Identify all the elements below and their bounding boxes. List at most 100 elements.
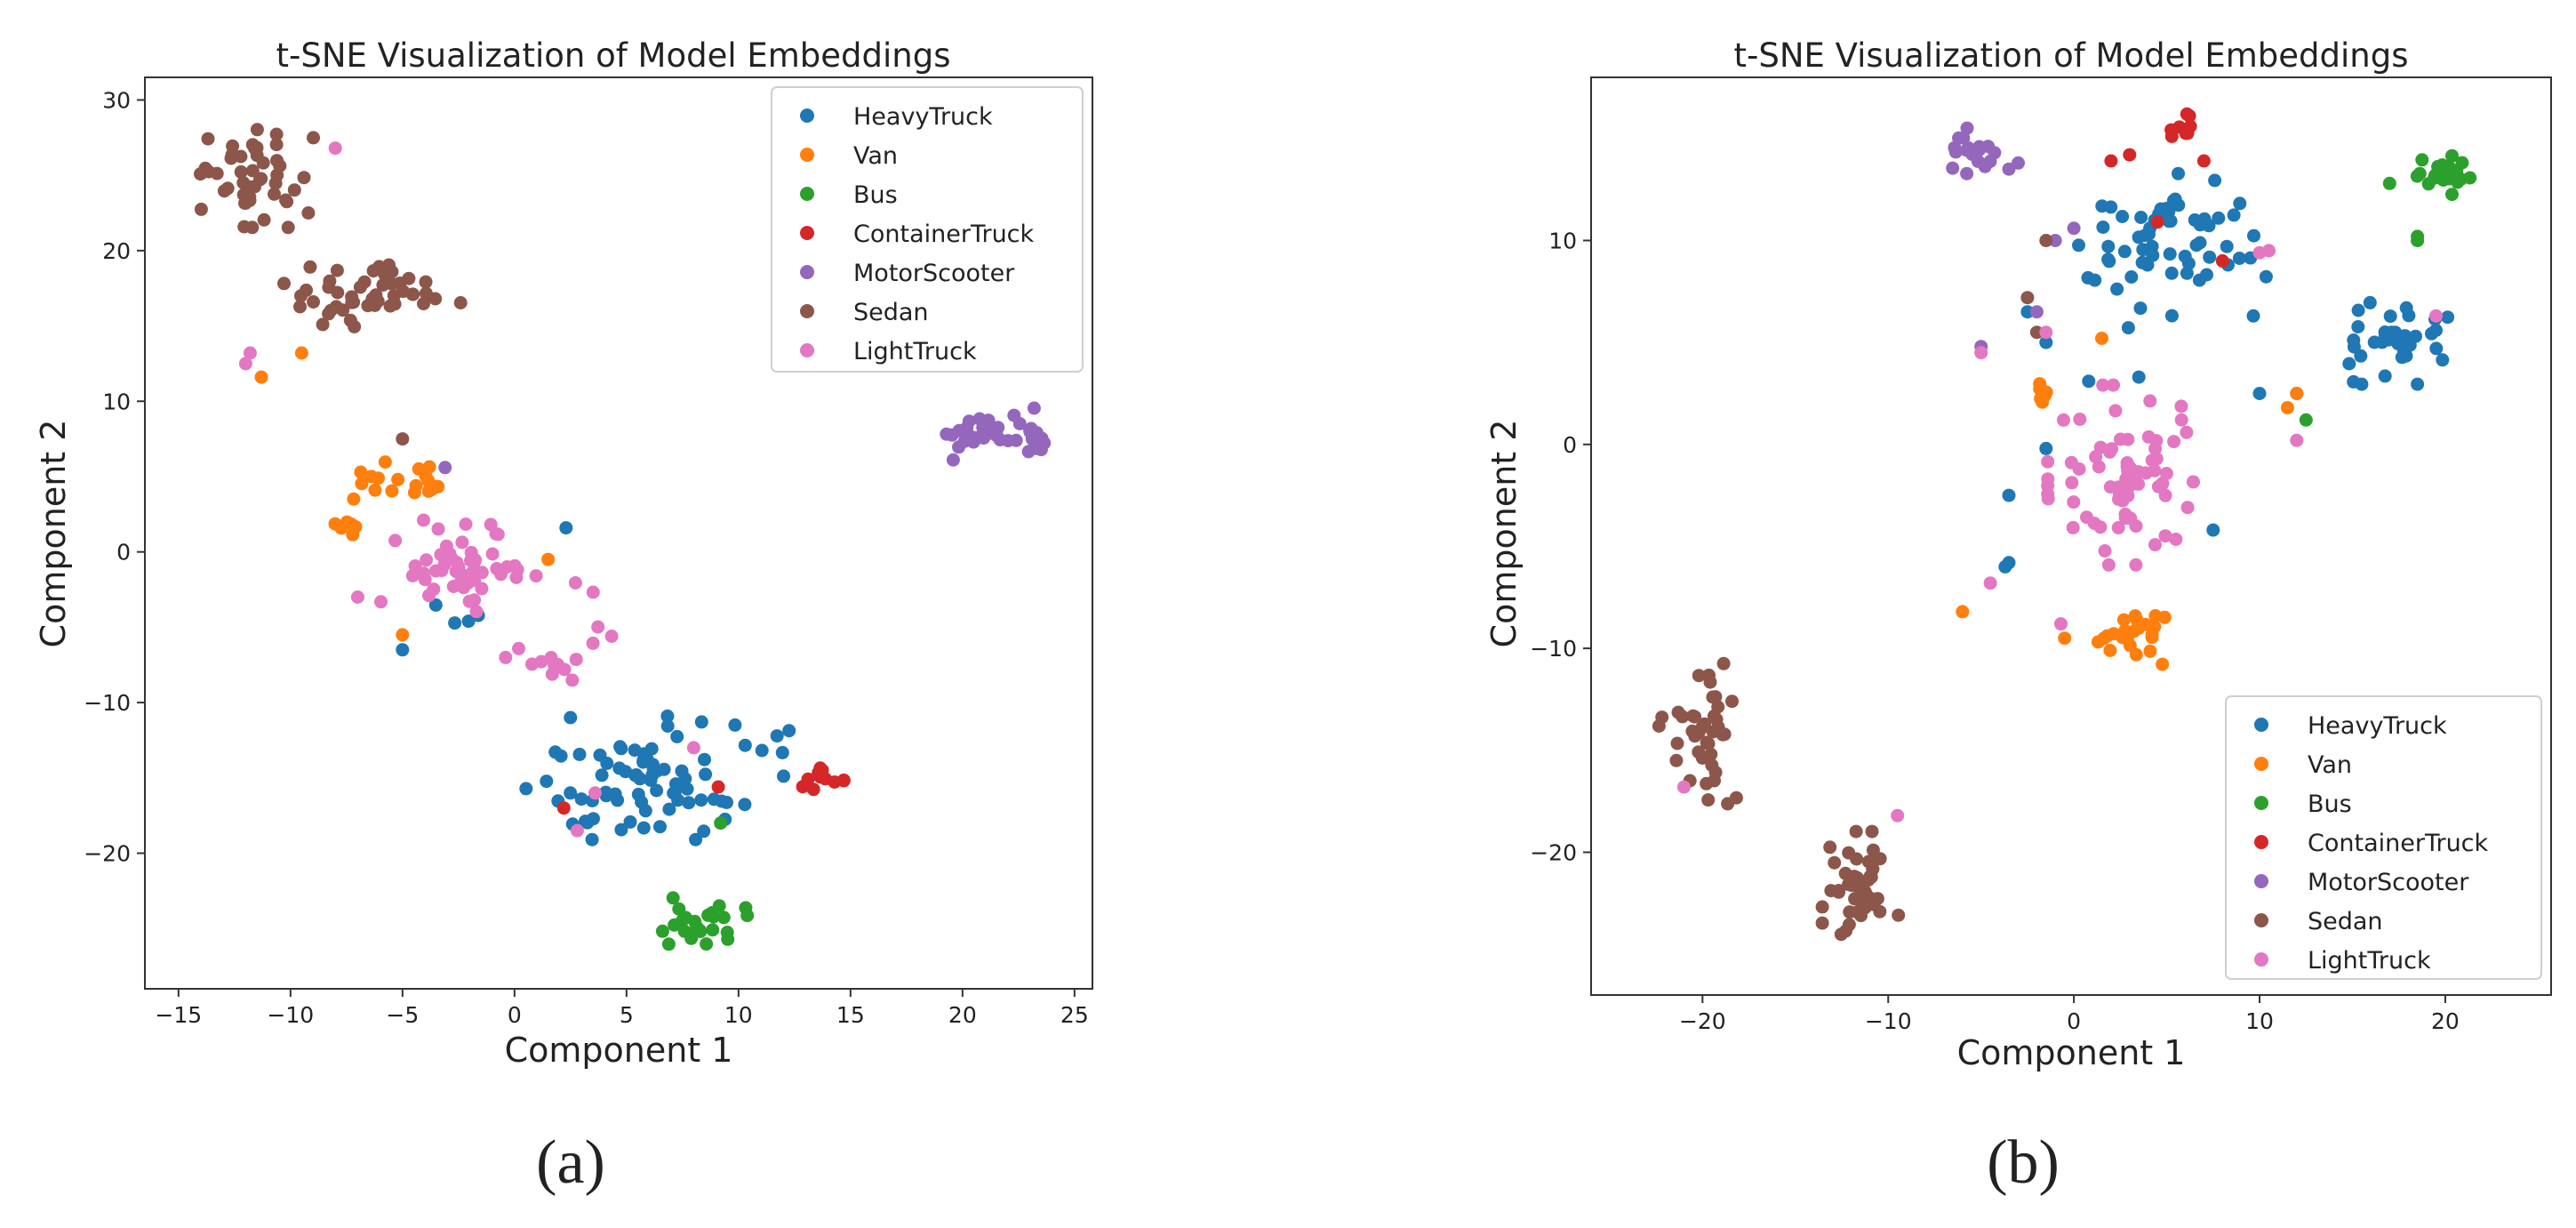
point-sedan <box>1828 855 1842 870</box>
point-lighttruck <box>238 357 252 371</box>
point-heavytruck <box>2220 239 2234 253</box>
point-sedan <box>1725 694 1739 709</box>
point-heavytruck <box>650 783 664 798</box>
point-heavytruck <box>2096 221 2110 234</box>
point-lighttruck <box>2066 520 2080 534</box>
point-heavytruck <box>2206 523 2220 537</box>
point-sedan <box>257 213 271 227</box>
point-heavytruck <box>694 793 708 807</box>
point-sedan <box>1815 900 1829 914</box>
point-lighttruck <box>2180 425 2194 439</box>
point-sedan <box>316 317 330 332</box>
point-sedan <box>273 159 287 173</box>
point-heavytruck <box>2102 254 2116 269</box>
point-motorscooter <box>952 440 965 454</box>
point-bus <box>2454 173 2468 186</box>
point-sedan <box>322 280 336 294</box>
x-tick-label: −5 <box>386 1002 419 1028</box>
point-motorscooter <box>1025 432 1039 446</box>
point-sedan <box>1842 846 1856 860</box>
point-sedan <box>1704 747 1718 761</box>
point-sedan <box>1849 824 1863 839</box>
point-heavytruck <box>2132 230 2146 245</box>
point-sedan <box>357 275 372 289</box>
point-heavytruck <box>2164 266 2179 280</box>
plot-frame <box>144 76 1093 990</box>
point-lighttruck <box>2073 413 2087 426</box>
point-van <box>254 370 268 384</box>
point-bus <box>2410 169 2424 183</box>
point-sedan <box>1842 918 1856 932</box>
legend-marker-motorscooter <box>800 265 814 279</box>
y-tick-label: −20 <box>1530 839 1577 865</box>
point-heavytruck <box>2441 310 2455 325</box>
point-sedan <box>2020 291 2035 305</box>
point-heavytruck <box>689 832 703 847</box>
point-bus <box>2445 148 2459 163</box>
point-van <box>355 477 369 491</box>
point-lighttruck <box>1974 346 1988 360</box>
point-heavytruck <box>2429 323 2443 337</box>
point-lighttruck <box>2057 413 2070 427</box>
point-sedan <box>1669 753 1684 767</box>
point-heavytruck <box>2039 335 2053 349</box>
point-heavytruck <box>682 796 696 810</box>
point-sedan <box>1708 690 1723 704</box>
x-ticks: −15 −10 −5 0 5 10 15 20 25 <box>155 989 1089 1028</box>
point-van <box>294 346 308 360</box>
point-van <box>2123 638 2137 653</box>
point-heavytruck <box>2172 166 2185 181</box>
point-sedan <box>1701 736 1716 750</box>
point-heavytruck <box>2203 250 2217 264</box>
point-bus <box>700 937 714 951</box>
point-heavytruck <box>738 738 752 752</box>
point-containertruck <box>828 775 842 789</box>
point-sedan <box>1692 669 1706 683</box>
point-lighttruck <box>570 823 584 838</box>
point-lighttruck <box>2080 510 2093 525</box>
point-lighttruck <box>2149 434 2164 448</box>
point-lighttruck <box>509 570 524 584</box>
point-lighttruck <box>588 786 602 800</box>
point-sedan <box>1823 840 1837 855</box>
y-axis-label: Component 2 <box>34 420 73 648</box>
point-lighttruck <box>2065 476 2079 490</box>
point-heavytruck <box>2378 369 2392 383</box>
point-lighttruck <box>2148 538 2162 552</box>
point-sedan <box>345 295 359 309</box>
point-motorscooter <box>1960 143 1973 157</box>
point-heavytruck <box>699 767 713 782</box>
point-lighttruck <box>434 548 448 562</box>
point-bus <box>693 925 708 938</box>
point-sedan <box>243 193 257 207</box>
point-motorscooter <box>1946 161 1960 175</box>
point-heavytruck <box>564 786 578 800</box>
point-sedan <box>244 180 258 194</box>
point-lighttruck <box>455 535 469 550</box>
point-heavytruck <box>599 785 612 799</box>
point-sedan <box>269 138 284 152</box>
point-sedan <box>1716 656 1731 670</box>
point-containertruck <box>806 783 820 797</box>
point-heavytruck <box>2367 335 2381 349</box>
point-heavytruck <box>2134 211 2148 224</box>
point-heavytruck <box>2180 266 2194 280</box>
point-lighttruck <box>243 346 257 360</box>
x-tick-label: −20 <box>1679 1008 1726 1034</box>
point-motorscooter <box>2067 221 2081 236</box>
point-bus <box>672 902 686 916</box>
point-lighttruck <box>405 569 420 582</box>
point-containertruck <box>2180 126 2195 140</box>
point-bus <box>2445 188 2459 202</box>
point-heavytruck <box>2081 270 2095 285</box>
legend-frame <box>2225 695 2542 980</box>
point-sedan <box>1859 887 1873 901</box>
panel-label: (b) <box>1987 1128 2060 1197</box>
point-motorscooter <box>1021 445 1036 459</box>
point-van <box>2130 613 2144 627</box>
point-bus <box>706 923 720 937</box>
point-lighttruck <box>2159 467 2173 480</box>
point-lighttruck <box>2096 378 2110 392</box>
legend-label: Bus <box>853 181 898 209</box>
